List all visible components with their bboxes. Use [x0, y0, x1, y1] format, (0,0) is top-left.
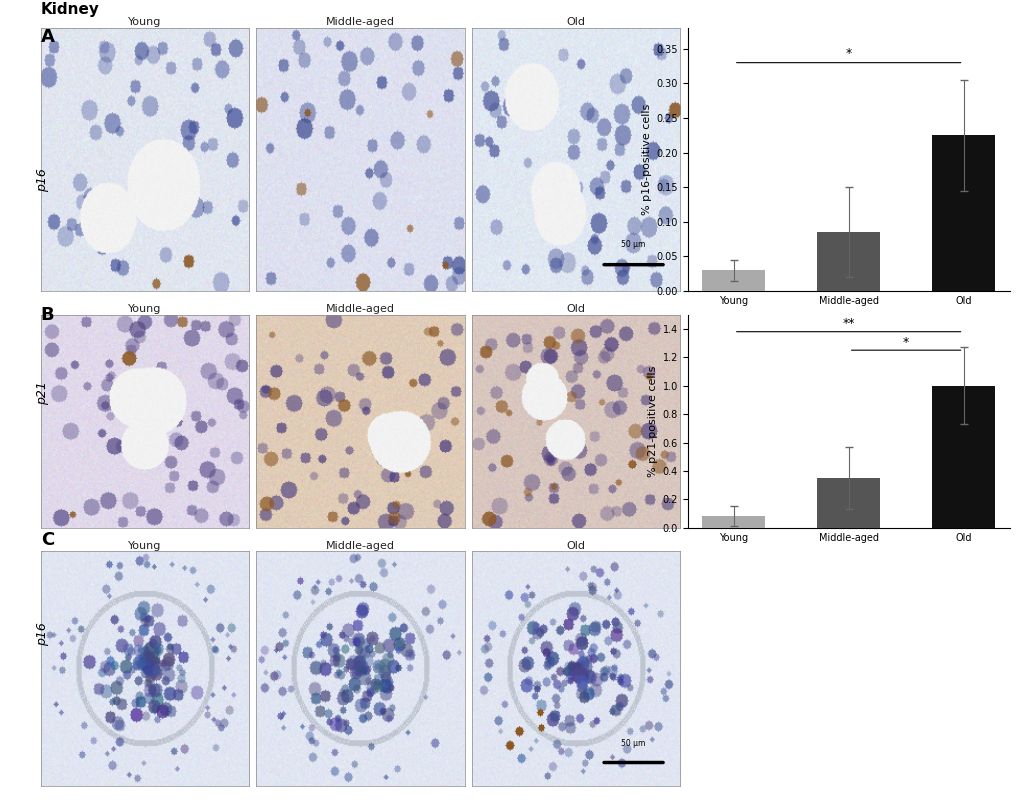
Text: 50 μm: 50 μm [621, 240, 645, 249]
Text: A: A [41, 28, 55, 46]
Text: *: * [845, 47, 851, 60]
Text: Kidney: Kidney [41, 2, 100, 18]
Text: p21: p21 [37, 381, 49, 405]
Title: Old: Old [567, 304, 585, 314]
Text: B: B [41, 306, 54, 324]
Y-axis label: % p21-positive cells: % p21-positive cells [648, 366, 657, 477]
Bar [701, 516, 764, 528]
Text: *: * [902, 336, 908, 349]
Title: Young: Young [128, 541, 162, 551]
Bar [816, 478, 879, 528]
Y-axis label: % p16-positive cells: % p16-positive cells [641, 104, 651, 215]
Bar [931, 386, 995, 528]
Title: Middle-aged: Middle-aged [326, 304, 394, 314]
Bar [931, 136, 995, 291]
Title: Young: Young [128, 304, 162, 314]
Title: Middle-aged: Middle-aged [326, 541, 394, 551]
Text: 50 μm: 50 μm [621, 739, 645, 748]
Bar [701, 270, 764, 291]
Bar [816, 232, 879, 291]
Text: **: ** [842, 318, 854, 330]
Text: p16: p16 [37, 622, 49, 646]
Title: Old: Old [567, 541, 585, 551]
Text: C: C [41, 531, 54, 549]
Title: Middle-aged: Middle-aged [326, 18, 394, 27]
Title: Old: Old [567, 18, 585, 27]
Text: p16: p16 [37, 168, 49, 192]
Title: Young: Young [128, 18, 162, 27]
